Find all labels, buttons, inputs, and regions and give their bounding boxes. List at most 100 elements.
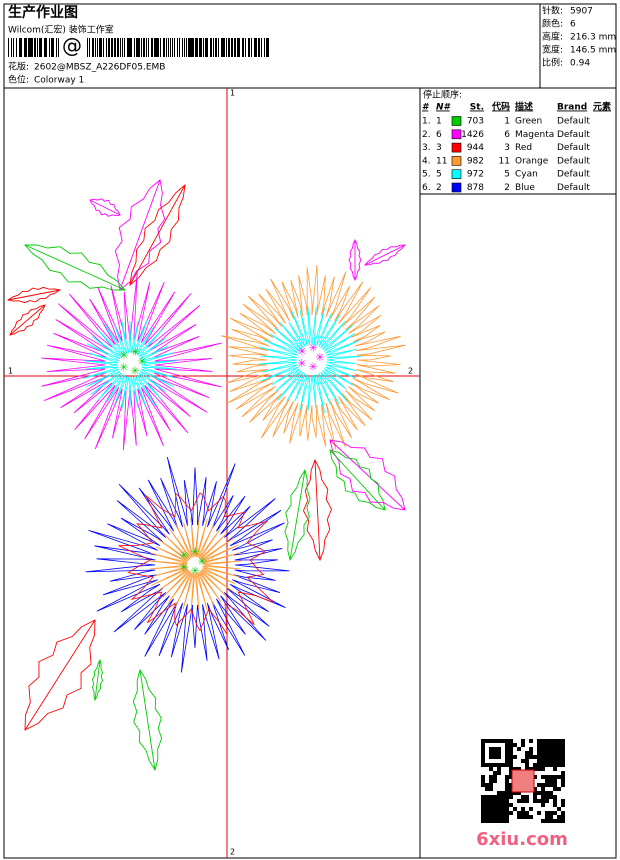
barcode-bar	[99, 38, 101, 57]
qr-module	[493, 807, 497, 811]
qr-module	[529, 767, 533, 771]
qr-module	[517, 815, 521, 819]
stitch-dot: ✳	[308, 361, 317, 374]
design-label: 花版:	[8, 61, 29, 73]
barcode-bar	[205, 38, 207, 57]
barcode-bar	[39, 38, 41, 57]
qr-module	[493, 815, 497, 819]
barcode-bar	[256, 38, 257, 57]
stitches: 982	[467, 156, 484, 166]
stitch-dot: ✳	[131, 346, 140, 359]
qr-module	[497, 795, 501, 799]
qr-module	[553, 779, 557, 783]
qr-module	[549, 755, 553, 759]
barcode-bar	[19, 38, 21, 57]
qr-module	[509, 795, 513, 799]
stat-value: 5907	[570, 7, 593, 17]
barcode-bar	[239, 38, 240, 57]
qr-module	[561, 779, 565, 783]
barcode-bar	[151, 38, 153, 57]
qr-module	[505, 747, 509, 751]
column-header: 代码	[491, 101, 510, 113]
stitch-dot: ✳	[119, 349, 128, 362]
leaf	[129, 183, 186, 287]
qr-module	[505, 787, 509, 791]
qr-module	[549, 747, 553, 751]
barcode-bar	[160, 38, 161, 57]
qr-module	[545, 779, 549, 783]
stitches: 878	[467, 183, 484, 193]
qr-module	[541, 819, 545, 823]
qr-module	[557, 739, 561, 743]
watermark: 6xiu.com	[476, 829, 568, 850]
qr-module	[549, 739, 553, 743]
barcode-bar	[218, 38, 219, 57]
barcode-bar	[44, 38, 46, 57]
barcode-bar	[13, 38, 14, 57]
colorway-label: 色位:	[8, 74, 29, 86]
qr-module	[553, 747, 557, 751]
stitch-burst	[118, 492, 274, 635]
qr-module	[529, 807, 533, 811]
barcode-bar	[199, 38, 201, 57]
qr-module	[497, 747, 501, 751]
qr-module	[549, 795, 553, 799]
needle: 1	[436, 117, 442, 127]
qr-module	[497, 819, 501, 823]
brand: Default	[557, 117, 590, 127]
colorway: Colorway 1	[34, 76, 84, 86]
leaf	[24, 619, 96, 731]
qr-module	[557, 819, 561, 823]
qr-module	[493, 819, 497, 823]
stitches: 703	[467, 117, 484, 127]
qr-module	[557, 759, 561, 763]
barcode-bar	[170, 38, 171, 57]
qr-module	[557, 755, 561, 759]
qr-module	[501, 791, 505, 795]
barcode-bar	[168, 38, 169, 57]
qr-module	[501, 815, 505, 819]
barcode-bar	[34, 38, 36, 57]
qr-module	[525, 763, 529, 767]
qr-module	[557, 743, 561, 747]
qr-module	[537, 755, 541, 759]
barcode-bar	[177, 38, 178, 57]
qr-module	[509, 751, 513, 755]
stat-label: 针数:	[542, 5, 563, 17]
barcode-bar	[207, 38, 208, 57]
qr-module	[497, 771, 501, 775]
qr-module	[489, 799, 493, 803]
color-swatch	[451, 156, 462, 166]
stitches: 972	[467, 170, 484, 180]
qr-module	[505, 739, 509, 743]
qr-module	[557, 775, 561, 779]
barcode-bar	[97, 38, 98, 57]
stitch-dot: ✳	[179, 561, 188, 574]
qr-module	[549, 815, 553, 819]
qr-module	[545, 795, 549, 799]
qr-module	[533, 795, 537, 799]
qr-module	[541, 799, 545, 803]
barcode-bar	[226, 38, 227, 57]
stat-value: 146.5 mm	[570, 46, 616, 56]
barcode-bar	[221, 38, 223, 57]
qr-module	[537, 763, 541, 767]
qr-module	[497, 799, 501, 803]
row-index: 6.	[422, 183, 431, 193]
barcode-bar	[49, 38, 50, 57]
qr-module	[561, 763, 565, 767]
barcode-bar	[51, 38, 53, 57]
barcode-bar	[186, 38, 187, 57]
qr-module	[493, 771, 497, 775]
stitch-dot: ✳	[297, 345, 306, 358]
qr-module	[541, 787, 545, 791]
qr-module	[489, 739, 493, 743]
leaf	[303, 458, 332, 562]
brand: Default	[557, 130, 590, 140]
stitch-dot: ✳	[309, 342, 318, 355]
qr-module	[493, 747, 497, 751]
qr-module	[509, 755, 513, 759]
qr-module	[545, 751, 549, 755]
barcode-bar	[101, 38, 102, 57]
barcode-bar	[46, 38, 47, 57]
